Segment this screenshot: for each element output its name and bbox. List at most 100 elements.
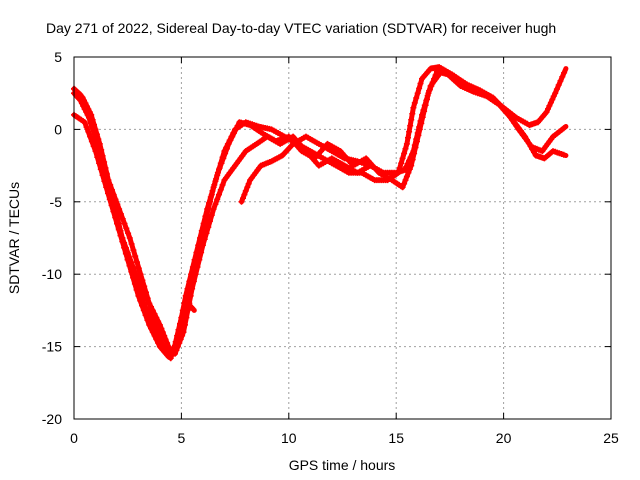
data-point-marker xyxy=(114,201,121,208)
data-point-marker xyxy=(130,264,137,270)
data-point-marker xyxy=(159,329,166,336)
data-point-marker xyxy=(401,180,408,187)
data-point-marker xyxy=(198,249,205,256)
data-point-marker xyxy=(158,325,165,332)
data-point-marker xyxy=(85,128,92,135)
data-point-marker xyxy=(205,224,212,231)
x-axis-label: GPS time / hours xyxy=(289,457,396,473)
data-point-marker xyxy=(547,99,554,106)
data-point-marker xyxy=(413,95,420,101)
data-point-marker xyxy=(401,150,408,157)
x-tick-label: 10 xyxy=(281,430,297,446)
data-point-marker xyxy=(204,206,211,212)
axis-ticks: 0 5 10 15 20 25 -20 -15 -10 -5 0 5 xyxy=(42,49,619,446)
y-tick-label: -15 xyxy=(42,339,62,355)
series-track-2 xyxy=(71,64,569,357)
data-point-marker xyxy=(210,206,217,212)
y-tick-label: -5 xyxy=(50,194,63,210)
data-point-marker xyxy=(101,159,108,165)
data-point-marker xyxy=(219,181,226,188)
data-point-marker xyxy=(229,133,236,140)
data-point-marker xyxy=(559,73,566,80)
data-point-marker xyxy=(117,210,124,217)
x-tick-label: 25 xyxy=(603,430,619,446)
data-point-marker xyxy=(176,340,183,346)
data-point-marker xyxy=(174,343,181,350)
data-point-marker xyxy=(119,215,126,222)
data-point-marker xyxy=(416,124,423,130)
data-point-marker xyxy=(83,124,90,130)
data-point-marker xyxy=(121,220,128,227)
data-point-marker xyxy=(126,254,133,261)
data-point-marker xyxy=(123,225,130,232)
data-point-marker xyxy=(134,259,140,266)
data-point-marker xyxy=(238,198,245,205)
data-point-marker xyxy=(95,136,102,143)
data-point-marker xyxy=(106,196,113,203)
data-point-marker xyxy=(407,122,414,129)
data-point-marker xyxy=(552,90,559,97)
data-point-marker xyxy=(149,307,156,314)
data-point-marker xyxy=(157,335,164,342)
data-point-marker xyxy=(206,200,212,206)
data-point-marker xyxy=(124,249,131,256)
data-point-marker xyxy=(102,165,109,171)
x-tick-label: 0 xyxy=(70,430,78,446)
data-point-marker xyxy=(511,120,518,127)
data-point-marker xyxy=(103,184,110,191)
data-point-marker xyxy=(137,271,144,278)
data-point-marker xyxy=(407,154,414,161)
data-point-marker xyxy=(543,109,550,115)
data-point-marker xyxy=(214,196,221,203)
data-point-marker xyxy=(405,169,412,176)
data-point-marker xyxy=(231,130,237,136)
data-point-marker xyxy=(190,306,197,313)
y-tick-label: 5 xyxy=(54,49,62,65)
data-point-marker xyxy=(139,285,145,292)
data-point-marker xyxy=(240,195,246,202)
data-point-marker xyxy=(105,190,111,197)
data-point-marker xyxy=(417,80,424,87)
data-point-marker xyxy=(97,166,104,173)
data-point-marker xyxy=(216,165,223,171)
data-point-marker xyxy=(561,69,568,76)
data-point-marker xyxy=(137,282,144,289)
data-point-marker xyxy=(201,236,208,243)
data-point-marker xyxy=(99,152,106,159)
data-point-marker xyxy=(416,85,423,92)
data-point-marker xyxy=(135,278,142,285)
data-point-marker xyxy=(406,128,413,135)
data-point-marker xyxy=(146,300,153,307)
data-point-marker xyxy=(502,107,509,114)
data-point-marker xyxy=(555,82,562,88)
data-point-marker xyxy=(126,235,133,241)
data-point-marker xyxy=(164,340,171,346)
data-point-marker xyxy=(403,140,410,147)
series-track-5 xyxy=(238,133,386,205)
data-point-marker xyxy=(99,172,106,179)
data-point-marker xyxy=(103,171,110,177)
data-point-marker xyxy=(122,244,129,251)
data-point-marker xyxy=(214,169,221,176)
data-point-marker xyxy=(81,119,88,126)
data-point-marker xyxy=(419,111,425,118)
data-point-marker xyxy=(186,300,193,307)
data-point-marker xyxy=(411,99,418,106)
data-point-marker xyxy=(128,259,135,266)
data-point-marker xyxy=(96,140,103,147)
data-point-marker xyxy=(91,121,97,128)
data-point-marker xyxy=(553,86,560,93)
data-point-marker xyxy=(222,150,229,157)
data-point-marker xyxy=(135,265,142,272)
grid xyxy=(74,57,611,419)
data-point-marker xyxy=(202,213,209,220)
data-point-marker xyxy=(173,347,180,354)
data-point-marker xyxy=(116,206,123,212)
data-point-marker xyxy=(108,186,115,193)
data-point-marker xyxy=(187,292,194,299)
data-point-marker xyxy=(549,96,556,103)
chart-title: Day 271 of 2022, Sidereal Day-to-day VTE… xyxy=(46,20,556,36)
x-tick-label: 20 xyxy=(496,430,512,446)
data-point-marker xyxy=(153,314,160,321)
